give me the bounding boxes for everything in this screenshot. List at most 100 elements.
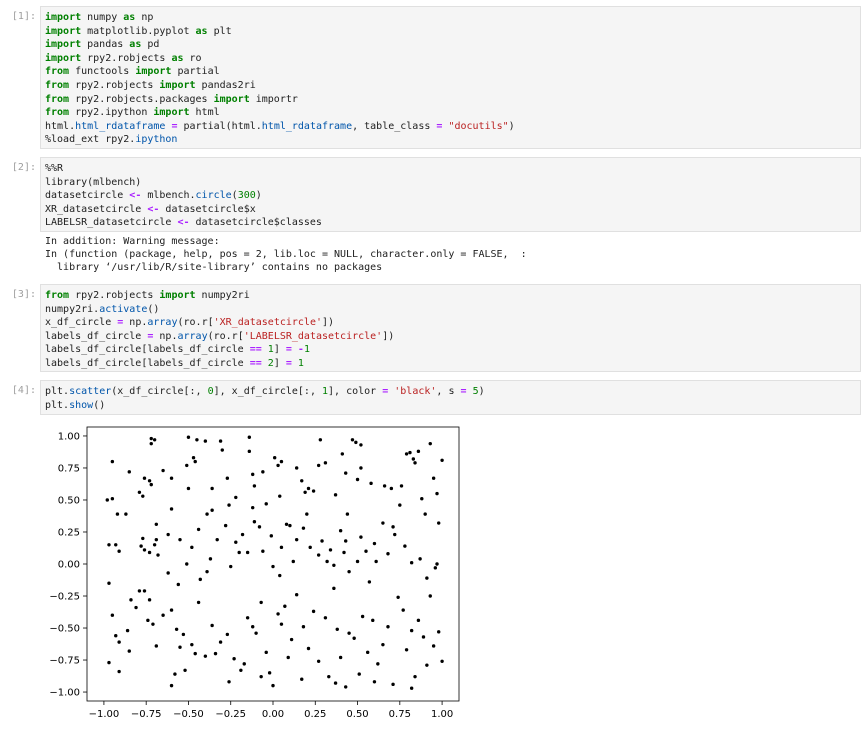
code-line: %%R — [45, 162, 860, 176]
code-token: "docutils" — [448, 120, 509, 132]
code-token: () — [147, 303, 160, 315]
scatter-point — [239, 668, 243, 672]
scatter-point — [125, 628, 130, 633]
scatter-point — [142, 548, 147, 552]
scatter-point — [181, 632, 186, 637]
scatter-point — [227, 503, 231, 507]
code-token: == — [249, 357, 262, 369]
scatter-point — [213, 651, 218, 656]
scatter-point — [359, 443, 363, 447]
scatter-point — [355, 477, 360, 482]
scatter-point — [421, 635, 426, 639]
scatter-point — [166, 571, 170, 575]
scatter-point — [169, 476, 174, 480]
scatter-point — [173, 672, 177, 676]
code-input[interactable]: %%R library(mlbench) datasetcircle <- mlbe… — [40, 157, 861, 232]
scatter-point — [141, 494, 145, 498]
cell-4[interactable]: [4]: plt.scatter(x_df_circle[:, 0], x_df… — [0, 380, 861, 735]
cell-3[interactable]: [3]: from rpy2.robjects import numpy2ri n… — [0, 284, 861, 374]
code-token: 'black' — [394, 386, 437, 397]
code-token: = — [147, 330, 154, 342]
code-token: (ro.r[ — [207, 330, 244, 342]
code-line: numpy2ri.activate() — [45, 303, 860, 317]
scatter-point — [225, 476, 230, 480]
code-line: plt.scatter(x_df_circle[:, 0], x_df_circ… — [45, 385, 860, 399]
code-token: rpy2.ipython — [69, 107, 154, 119]
code-token: datasetcircle$x — [159, 203, 256, 215]
scatter-point — [333, 681, 338, 685]
cell-1[interactable]: [1]: import numpy as np import matplotlib… — [0, 6, 861, 149]
scatter-point — [332, 586, 336, 591]
cell-prompt: [4]: — [11, 385, 36, 396]
scatter-point — [156, 553, 160, 557]
scatter-point — [338, 529, 343, 533]
code-line: from functools import partial — [45, 65, 860, 79]
cell-2[interactable]: [2]: %%R library(mlbench) datasetcircle <-… — [0, 157, 861, 277]
scatter-point — [137, 490, 142, 494]
scatter-point — [404, 452, 409, 456]
scatter-point — [352, 636, 356, 640]
code-token: as — [195, 25, 208, 37]
y-tick-label: 1.00 — [58, 431, 80, 442]
scatter-point — [306, 646, 311, 651]
scatter-point — [418, 557, 422, 561]
x-tick-label: −0.25 — [215, 709, 246, 720]
code-token: ], color — [328, 386, 383, 397]
cell-output: In addition: Warning message: In (functio… — [45, 236, 861, 274]
scatter-point — [205, 569, 209, 574]
code-token: ro — [183, 52, 202, 64]
code-token: = — [117, 317, 124, 329]
code-token: 1 — [303, 344, 310, 356]
code-input[interactable]: from rpy2.robjects import numpy2ri numpy2… — [40, 284, 861, 372]
code-token: datasetcircle — [45, 190, 130, 202]
code-input[interactable]: plt.scatter(x_df_circle[:, 0], x_df_circ… — [40, 380, 861, 415]
scatter-point — [398, 503, 402, 507]
scatter-point — [223, 523, 228, 528]
scatter-point — [399, 484, 404, 488]
code-token: np. — [153, 330, 178, 342]
code-line: %load_ext rpy2.ipython — [45, 133, 860, 147]
scatter-point — [437, 521, 441, 525]
y-tick-label: −1.00 — [49, 688, 80, 699]
code-token: rpy2.robjects — [81, 52, 172, 64]
scatter-point — [386, 552, 390, 556]
output-line: library ‘/usr/lib/R/site-library’ contai… — [45, 261, 383, 273]
scatter-point — [190, 545, 194, 550]
code-token: ] — [273, 357, 286, 369]
scatter-point — [271, 564, 275, 569]
scatter-point — [169, 683, 174, 688]
code-token: = — [436, 120, 443, 132]
scatter-point — [311, 489, 316, 493]
scatter-point — [294, 593, 299, 597]
scatter-point — [259, 600, 263, 605]
scatter-point — [278, 573, 282, 578]
scatter-point — [344, 539, 348, 543]
code-input[interactable]: import numpy as np import matplotlib.pypl… — [40, 6, 861, 149]
scatter-point — [411, 457, 416, 461]
code-token: , s — [436, 386, 461, 397]
scatter-point — [174, 627, 179, 631]
scatter-point — [169, 608, 174, 612]
code-token: import — [213, 93, 250, 105]
scatter-point — [389, 486, 394, 491]
code-token: import — [153, 107, 190, 119]
code-token: 1 — [297, 357, 304, 369]
scatter-point — [185, 562, 189, 566]
scatter-point — [225, 632, 230, 637]
code-token: numpy — [81, 12, 124, 23]
scatter-point — [161, 613, 165, 617]
scatter-point — [264, 650, 268, 655]
scatter-point — [409, 561, 414, 565]
code-token: from — [45, 66, 70, 78]
code-token: partial — [171, 66, 220, 78]
scatter-point — [149, 436, 153, 441]
scatter-point — [252, 520, 257, 524]
x-tick-label: 0.75 — [389, 709, 411, 720]
scatter-point — [141, 536, 145, 541]
scatter-point — [154, 522, 159, 527]
code-token: from — [45, 93, 70, 105]
code-token: html — [189, 107, 220, 119]
code-token: from — [45, 79, 70, 91]
scatter-point — [365, 650, 370, 655]
scatter-point — [344, 685, 348, 689]
